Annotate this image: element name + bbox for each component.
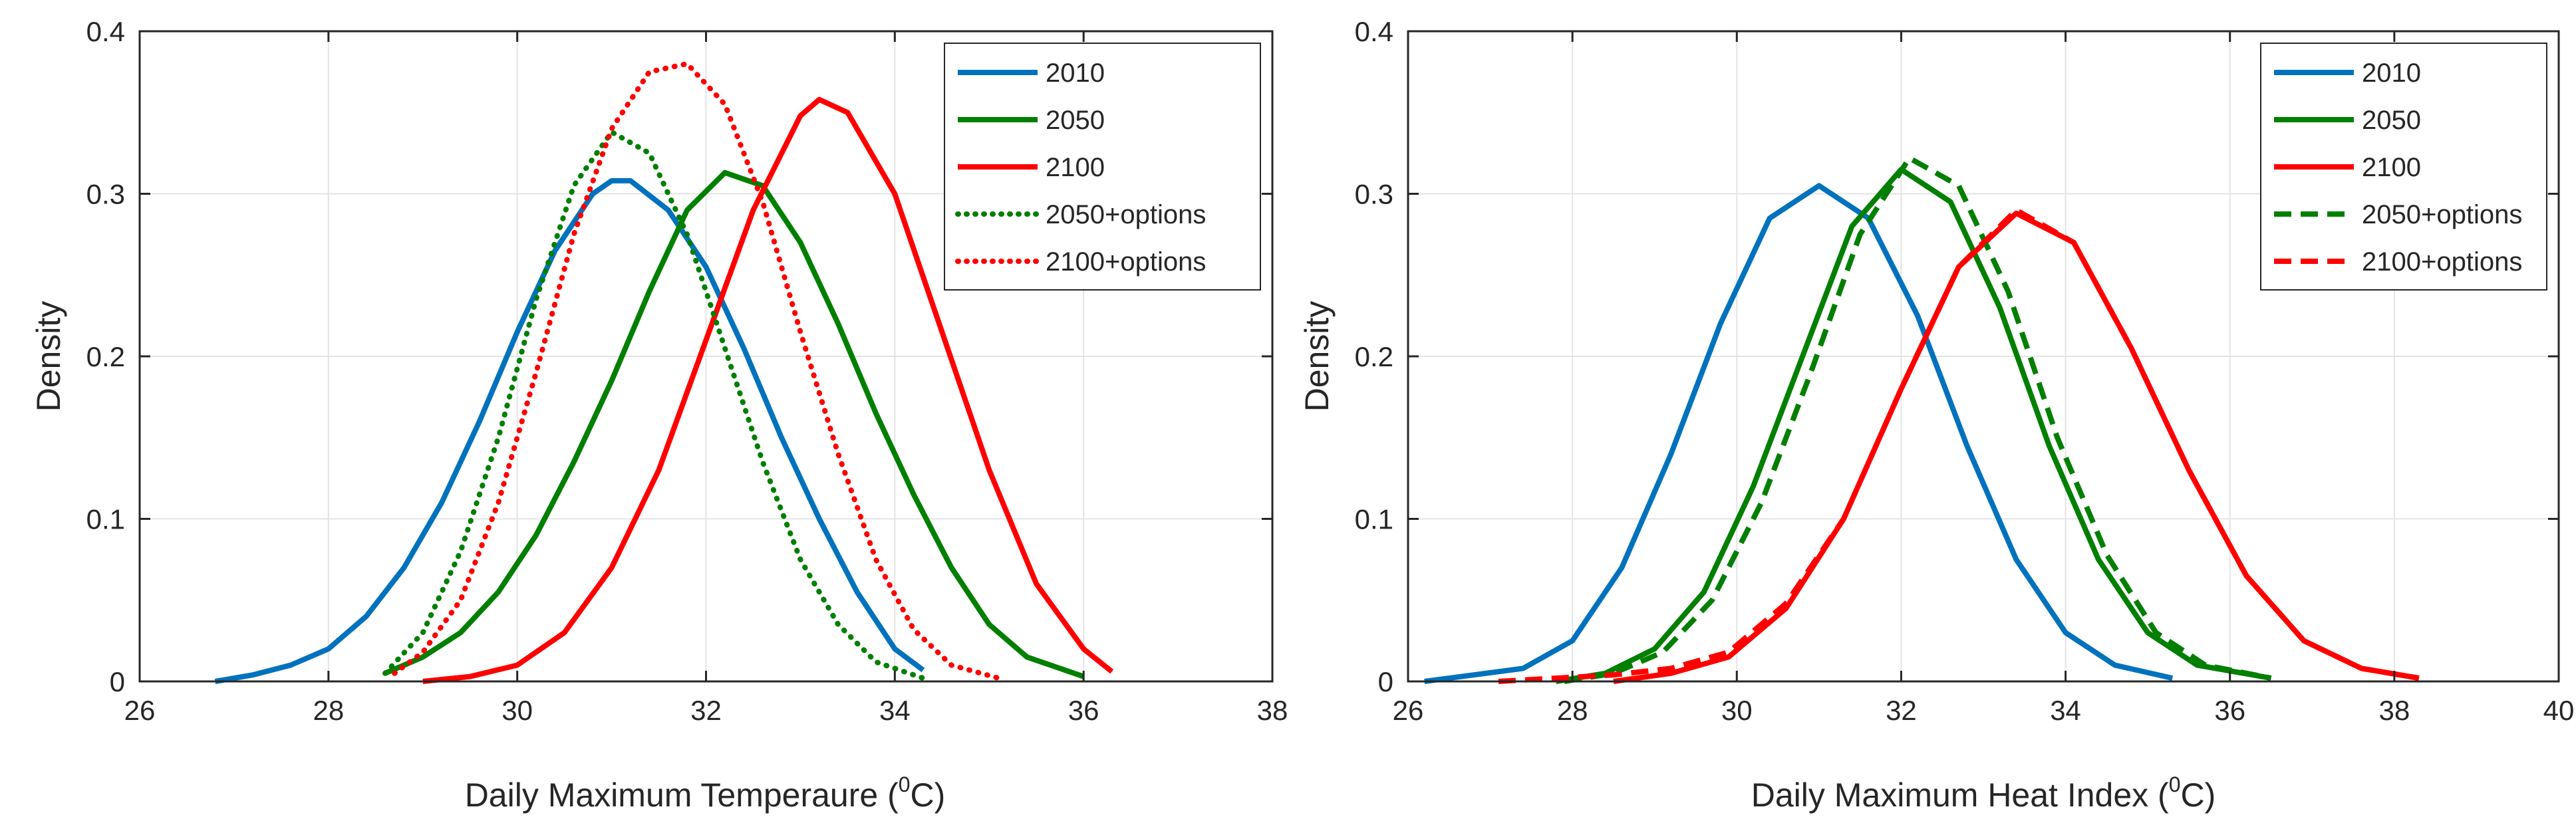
x-axis-label-unit: C)	[2181, 776, 2216, 814]
x-tick-label: 36	[2214, 695, 2245, 726]
x-axis-label-superscript: 0	[2169, 772, 2181, 796]
y-tick-label: 0.1	[1355, 504, 1393, 535]
y-axis-label: Density	[1298, 301, 1336, 412]
heat-index-density-chart: 26 28 30 32 34 36 38 40 0 0.1 0.2 0.3 0.4 Daily Maxim…	[1298, 16, 2574, 814]
x-tick-label: 28	[313, 695, 344, 726]
legend-label: 2100	[1046, 153, 1105, 182]
series-line-2010	[214, 177, 925, 684]
series-line-2050-plus-options	[1564, 155, 2272, 684]
x-axis-label-text: Daily Maximum Heat Index (	[1751, 776, 2169, 814]
series-line-2100-plus-options	[392, 60, 1002, 681]
y-tick-label: 0.4	[86, 16, 125, 47]
series-line-2050-plus-options	[382, 129, 926, 681]
y-tick-label: 0.2	[1355, 341, 1393, 372]
y-tick-label: 0	[1378, 666, 1393, 697]
y-axis-label: Density	[30, 301, 67, 412]
legend-label: 2100+options	[1046, 247, 1206, 277]
legend-label: 2010	[1046, 59, 1105, 88]
series-line-2100-plus-options	[1498, 207, 2420, 684]
x-tick-label: 40	[2543, 695, 2575, 726]
x-tick-label: 38	[2378, 695, 2410, 726]
legend: 2010 2050 2100 2050+options 2100+options	[2260, 43, 2547, 291]
x-tick-label: 38	[1257, 695, 1288, 726]
legend-label: 2050+options	[2362, 200, 2522, 229]
legend-label: 2050	[1046, 106, 1105, 135]
x-tick-label: 36	[1068, 695, 1099, 726]
x-tick-label: 26	[1393, 695, 1424, 726]
x-axis-label-unit: C)	[911, 776, 946, 814]
series-line-2010	[1424, 183, 2174, 684]
legend-label: 2100	[2362, 153, 2421, 182]
series-line-2100	[1613, 210, 2420, 684]
x-axis-label-text: Daily Maximum Temperaure (	[465, 776, 899, 814]
x-axis-label: Daily Maximum Temperaure (0C)	[465, 772, 946, 814]
x-axis-label-superscript: 0	[899, 772, 911, 796]
y-tick-label: 0.4	[1355, 16, 1393, 47]
x-tick-label: 28	[1557, 695, 1588, 726]
y-tick-label: 0.1	[86, 504, 125, 535]
legend: 2010 2050 2100 2050+options 2100+options	[944, 43, 1261, 291]
x-tick-label: 26	[124, 695, 156, 726]
legend-label: 2050+options	[1046, 200, 1206, 229]
series-line-2100	[422, 96, 1114, 684]
x-tick-label: 30	[1721, 695, 1753, 726]
x-tick-label: 32	[690, 695, 722, 726]
x-tick-label: 32	[1886, 695, 1917, 726]
y-tick-label: 0.2	[86, 341, 125, 372]
x-tick-label: 34	[879, 695, 911, 726]
legend-label: 2010	[2362, 59, 2421, 88]
x-tick-label: 34	[2050, 695, 2081, 726]
legend-label: 2050	[2362, 106, 2421, 135]
y-tick-label: 0	[110, 666, 125, 697]
x-tick-label: 30	[501, 695, 533, 726]
y-tick-label: 0.3	[1355, 179, 1393, 210]
series-line-2050	[384, 170, 1085, 679]
temperature-density-chart: 26 28 30 32 34 36 38 0 0.1 0.2 0.3 0.4 Daily Maximum…	[30, 16, 1288, 814]
legend-label: 2100+options	[2362, 247, 2522, 277]
y-tick-label: 0.3	[86, 179, 125, 210]
x-axis-label: Daily Maximum Heat Index (0C)	[1751, 772, 2216, 814]
